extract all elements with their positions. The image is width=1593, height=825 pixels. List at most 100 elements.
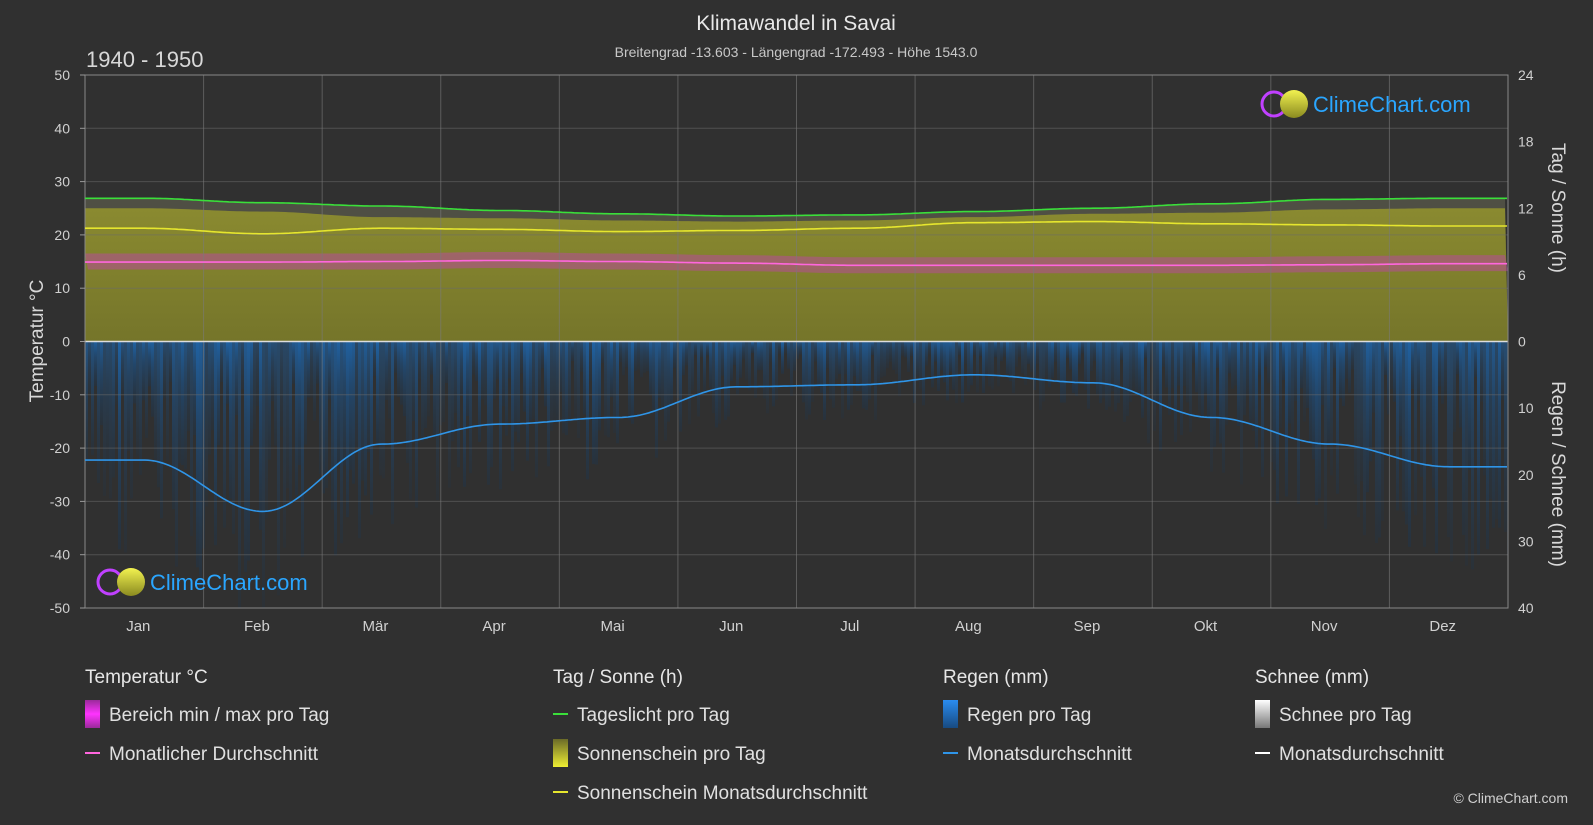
rain-day-bar [1210, 341, 1213, 472]
rain-day-bar [748, 341, 751, 391]
rain-day-bar [556, 341, 559, 423]
rain-day-bar [1405, 341, 1408, 525]
rain-day-bar [559, 341, 562, 393]
month-label: Aug [955, 618, 982, 635]
rain-day-bar [805, 341, 808, 420]
rain-day-bar [1288, 341, 1291, 424]
rain-day-bar [709, 341, 712, 388]
rain-day-bar [817, 341, 820, 388]
right-tick-label-hours: 0 [1518, 334, 1526, 350]
rain-day-bar [736, 341, 739, 395]
rain-day-bar [1102, 341, 1105, 399]
rain-day-bar [1135, 341, 1138, 395]
rain-day-bar [160, 341, 163, 519]
rain-day-bar [475, 341, 478, 381]
rain-day-bar [118, 341, 121, 550]
rain-day-bar [649, 341, 652, 395]
rain-day-bar [634, 341, 637, 371]
logo-text: ClimeChart.com [1313, 92, 1471, 117]
rain-day-bar [1480, 341, 1483, 402]
right-axis-ticks: 24 18 12 6 0 10 20 30 40 [1518, 67, 1534, 616]
rain-day-bar [259, 341, 262, 530]
rain-day-bar [874, 341, 877, 420]
rain-day-bar [733, 341, 736, 366]
rain-day-bar [1387, 341, 1390, 415]
rain-day-bar [679, 341, 682, 432]
legend-swatch-rect [85, 700, 100, 728]
rain-day-bar [346, 341, 349, 518]
rain-day-bar [784, 341, 787, 354]
rain-day-bar [1429, 341, 1432, 456]
rain-day-bar [280, 341, 283, 427]
rain-day-bar [580, 341, 583, 372]
rain-day-bar [1027, 341, 1030, 364]
rain-day-bar [1153, 341, 1156, 431]
logo-text: ClimeChart.com [150, 570, 308, 595]
rain-day-bar [1336, 341, 1339, 494]
rain-day-bar [103, 341, 106, 496]
rain-day-bar [397, 341, 400, 397]
daylight-line [85, 197, 1507, 217]
rain-day-bar [205, 341, 208, 507]
rain-day-bar [562, 341, 565, 434]
logo-top[interactable]: ClimeChart.com [1260, 90, 1471, 118]
rain-day-bar [100, 341, 103, 426]
logo-bottom[interactable]: ClimeChart.com [96, 568, 308, 596]
legend-title: Regen (mm) [943, 667, 1049, 688]
rain-day-bar [769, 341, 772, 363]
rain-day-bar [610, 341, 613, 397]
rain-day-bar [1177, 341, 1180, 386]
rain-day-bar [667, 341, 670, 422]
rain-day-bar [1327, 341, 1330, 443]
rain-day-bar [832, 341, 835, 408]
copyright: © ClimeChart.com [1453, 790, 1568, 806]
rain-day-bar [253, 341, 256, 430]
rain-day-bar [154, 341, 157, 462]
rain-day-bar [484, 341, 487, 406]
rain-day-bar [571, 341, 574, 362]
rain-day-bar [1339, 341, 1342, 399]
rain-day-bar [283, 341, 286, 548]
rain-day-bar [187, 341, 190, 432]
month-label: Jun [719, 618, 743, 635]
rain-day-bar [1303, 341, 1306, 422]
rain-day-bar [301, 341, 304, 557]
rain-day-bar [946, 341, 949, 401]
rain-day-bar [1372, 341, 1375, 413]
rain-day-bar [919, 341, 922, 390]
left-tick-label: -30 [50, 493, 70, 509]
rain-day-bar [109, 341, 112, 499]
rain-day-bar [277, 341, 280, 596]
rain-day-bar [262, 341, 265, 608]
rain-day-bar [220, 341, 223, 383]
legend-label: Sonnenschein Monatsdurchschnitt [577, 783, 868, 804]
rain-day-bar [481, 341, 484, 400]
rain-day-bar [628, 341, 631, 421]
rain-day-bar [181, 341, 184, 466]
rain-day-bar [1207, 341, 1210, 419]
right-tick-label-hours: 6 [1518, 267, 1526, 283]
rain-day-bar [1243, 341, 1246, 416]
rain-day-bar [844, 341, 847, 375]
rain-day-bar [1126, 341, 1129, 417]
legend-label: Monatsdurchschnitt [1279, 744, 1444, 765]
left-tick-label: -20 [50, 440, 70, 456]
legend-group: Tag / Sonne (h) Tageslicht pro Tag Sonnens… [553, 667, 868, 804]
rain-day-bar [94, 341, 97, 387]
rain-day-bar [694, 341, 697, 356]
rain-day-bar [250, 341, 253, 446]
rain-day-bar [424, 341, 427, 429]
rain-day-bar [382, 341, 385, 479]
rain-day-bar [1105, 341, 1108, 410]
rain-day-bar [511, 341, 514, 472]
rain-day-bar [352, 341, 355, 484]
rain-day-bar [1474, 341, 1477, 377]
rain-day-bar [916, 341, 919, 376]
rain-avg-line [85, 374, 1507, 513]
rain-day-bar [1144, 341, 1147, 359]
rain-day-bar [1309, 341, 1312, 444]
rain-day-bar [724, 341, 727, 421]
rain-day-bar [823, 341, 826, 421]
rain-day-bar [928, 341, 931, 355]
rain-day-bar [961, 341, 964, 403]
